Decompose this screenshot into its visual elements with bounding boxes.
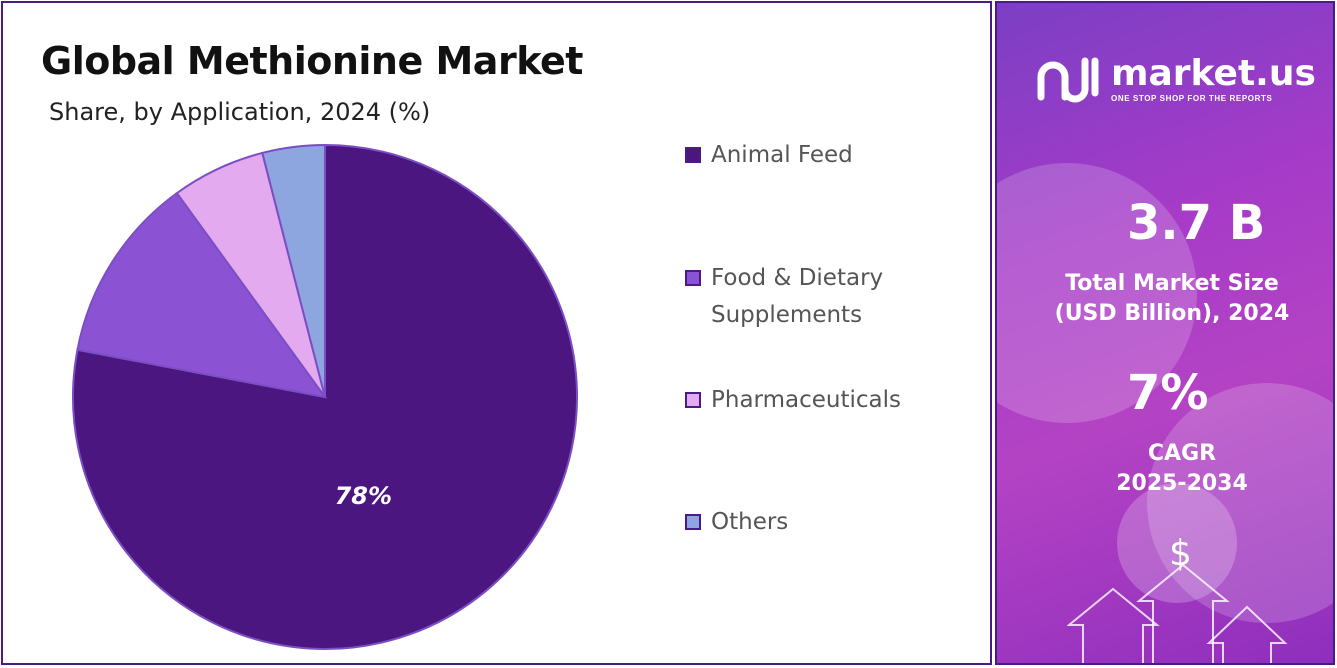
- cagr-label: CAGR 2025-2034: [1116, 441, 1248, 496]
- legend-item-animal-feed: Animal Feed: [685, 141, 853, 174]
- legend-label: Others: [711, 509, 789, 535]
- legend-swatch: [685, 514, 701, 530]
- legend-label: Animal Feed: [711, 142, 853, 168]
- market-size-label: Total Market Size (USD Billion), 2024: [1054, 271, 1290, 326]
- pie-slice-food-dietary-supplements: [76, 191, 328, 399]
- dollar-icon: $: [1169, 533, 1192, 574]
- cagr-value: 7%: [1127, 365, 1209, 421]
- coin-circle: [1117, 483, 1237, 603]
- legend-label: Pharmaceuticals: [711, 387, 901, 413]
- legend-swatch: [685, 147, 701, 163]
- legend-swatch: [685, 392, 701, 408]
- summary-panel: market.us ONE STOP SHOP FOR THE REPORTS …: [995, 1, 1335, 665]
- legend-item-others: Others: [685, 508, 788, 541]
- pie-slice-others: [261, 143, 326, 398]
- background-circle: [997, 163, 1197, 423]
- brand-tagline: ONE STOP SHOP FOR THE REPORTS: [1111, 93, 1273, 103]
- chart-subtitle: Share, by Application, 2024 (%): [49, 98, 431, 126]
- legend-item-food-dietary: Food & Dietary Supplements: [685, 264, 883, 334]
- pie-chart: 78%: [72, 143, 578, 650]
- market-us-logo-icon: [1037, 57, 1099, 103]
- growth-arrows-icon: [1067, 563, 1288, 663]
- legend-label: Food & Dietary Supplements: [711, 265, 884, 328]
- chart-panel: Global Methionine Market Share, by Appli…: [1, 1, 992, 665]
- legend-swatch: [685, 270, 701, 286]
- background-circle: [1147, 383, 1333, 623]
- legend-item-pharmaceuticals: Pharmaceuticals: [685, 386, 901, 419]
- brand-logo: market.us ONE STOP SHOP FOR THE REPORTS: [1037, 53, 1316, 105]
- brand-name: market.us: [1111, 52, 1316, 94]
- chart-title: Global Methionine Market: [41, 39, 583, 83]
- market-size-value: 3.7 B: [1127, 195, 1266, 251]
- pie-data-label: 78%: [335, 482, 392, 510]
